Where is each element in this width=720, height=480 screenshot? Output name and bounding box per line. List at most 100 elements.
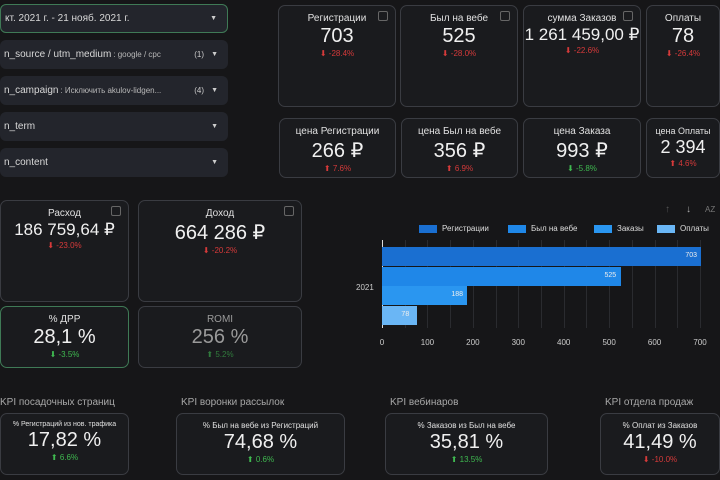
legend-item: Регистрации xyxy=(419,224,489,233)
section-title: KPI посадочных страниц xyxy=(0,397,115,408)
card-value: 2 394 xyxy=(660,137,706,157)
bar-data-label: 703 xyxy=(685,252,698,259)
dropdown-arrow-icon: ▼ xyxy=(211,159,218,166)
dropdown-arrow-icon: ▼ xyxy=(211,87,218,94)
card-value: 664 286 ₽ xyxy=(174,222,266,244)
card-delta: ⬆ 4.6% xyxy=(669,159,697,168)
section-title: KPI вебинаров xyxy=(390,397,459,408)
scorecard-orders-sum: сумма Заказов 1 261 459,00 ₽ ⬇ -22.6% xyxy=(523,5,641,107)
explore-icon[interactable] xyxy=(500,11,510,21)
utm-source-filter[interactable]: n_source / utm_medium: google / cpc (1) ▼ xyxy=(0,40,228,69)
card-delta: ⬆ 13.5% xyxy=(450,455,483,464)
utm-content-filter[interactable]: n_content ▼ xyxy=(0,148,228,177)
gridline-minor xyxy=(677,240,679,328)
card-delta: ⬇ -28.4% xyxy=(319,49,355,58)
card-value: 78 xyxy=(671,25,695,47)
card-delta: ⬇ -28.0% xyxy=(441,49,477,58)
card-delta: ⬇ -3.5% xyxy=(49,350,80,359)
x-tick-label: 200 xyxy=(466,338,480,347)
section-title: KPI воронки рассылок xyxy=(181,397,285,408)
card-title: цена Заказа xyxy=(553,126,611,137)
explore-icon[interactable] xyxy=(623,11,633,21)
card-value: 266 ₽ xyxy=(311,140,364,162)
dropdown-arrow-icon: ▼ xyxy=(211,123,218,130)
utm-term-filter[interactable]: n_term ▼ xyxy=(0,112,228,141)
card-title: Регистрации xyxy=(307,13,367,24)
card-value: 703 xyxy=(320,25,354,47)
card-value: 993 ₽ xyxy=(556,140,608,162)
gridline xyxy=(700,240,701,328)
bar-2[interactable] xyxy=(382,286,468,305)
card-delta: ⬆ 0.6% xyxy=(246,455,275,464)
filter-value: : google / cpc xyxy=(113,50,161,59)
filter-label: n_term xyxy=(4,121,36,132)
card-delta: ⬆ 7.6% xyxy=(323,164,352,173)
filter-count: (4) xyxy=(194,86,204,95)
x-tick-label: 600 xyxy=(647,338,662,347)
scorecard-price-payment: цена Оплаты 2 394 ⬆ 4.6% xyxy=(646,118,720,178)
card-title: Расход xyxy=(48,208,81,219)
card-delta: ⬇ -5.8% xyxy=(567,164,597,173)
sort-asc-icon[interactable]: ↑ xyxy=(665,204,670,215)
card-title: Оплаты xyxy=(664,13,702,24)
explore-icon[interactable] xyxy=(378,11,388,21)
card-title: Доход xyxy=(205,208,235,219)
card-delta: ⬆ 6.9% xyxy=(445,164,474,173)
card-value: 525 xyxy=(442,25,476,47)
card-title: % Оплат из Заказов xyxy=(622,421,698,430)
card-value: 356 ₽ xyxy=(433,140,486,162)
section-title: KPI отдела продаж xyxy=(605,397,694,408)
x-tick-label: 700 xyxy=(693,338,707,347)
card-value: 74,68 % xyxy=(223,431,298,453)
card-title: % ДРР xyxy=(48,314,81,325)
scorecard-romi: ROMI 256 % ⬆ 5.2% xyxy=(138,306,302,368)
date-range-filter[interactable]: кт. 2021 г. - 21 нояб. 2021 г. ▼ xyxy=(0,4,228,33)
scorecard-price-order: цена Заказа 993 ₽ ⬇ -5.8% xyxy=(523,118,641,178)
card-title: % Был на вебе из Регистраций xyxy=(202,421,319,430)
scorecard-registrations: Регистрации 703 ⬇ -28.4% xyxy=(278,5,396,107)
card-delta: ⬇ -20.2% xyxy=(202,246,238,255)
card-title: ROMI xyxy=(206,314,234,325)
card-title: цена Оплаты xyxy=(655,126,711,136)
card-value: 41,49 % xyxy=(623,431,697,453)
card-title: Был на вебе xyxy=(429,13,489,24)
card-value: 1 261 459,00 ₽ xyxy=(524,25,640,44)
gridline-minor xyxy=(631,240,633,328)
card-delta: ⬇ -10.0% xyxy=(642,455,678,464)
filter-label: n_content xyxy=(4,157,48,168)
bar-data-label: 188 xyxy=(451,291,464,298)
scorecard-price-webinar: цена Был на вебе 356 ₽ ⬆ 6.9% xyxy=(401,118,518,178)
card-value: 35,81 % xyxy=(429,431,504,453)
card-delta: ⬆ 5.2% xyxy=(206,350,234,359)
dropdown-arrow-icon: ▼ xyxy=(210,15,217,22)
bar-3[interactable] xyxy=(382,305,418,325)
explore-icon[interactable] xyxy=(284,206,294,216)
bar-1[interactable] xyxy=(382,266,621,286)
scorecard-expense: Расход 186 759,64 ₽ ⬇ -23.0% xyxy=(0,200,129,302)
bar-0[interactable] xyxy=(382,247,702,266)
scorecard-webinar-attended: Был на вебе 525 ⬇ -28.0% xyxy=(400,5,518,107)
card-delta: ⬇ -26.4% xyxy=(665,49,701,58)
card-title: сумма Заказов xyxy=(547,13,617,24)
sort-az-icon[interactable]: AZ xyxy=(705,205,716,214)
x-tick-label: 100 xyxy=(420,338,435,347)
scorecard-payments: Оплаты 78 ⬇ -26.4% xyxy=(646,5,720,107)
dropdown-arrow-icon: ▼ xyxy=(211,51,218,58)
filter-label: кт. 2021 г. - 21 нояб. 2021 г. xyxy=(5,13,130,24)
x-tick-label: 400 xyxy=(557,338,571,347)
explore-icon[interactable] xyxy=(111,206,121,216)
card-delta: ⬇ -22.6% xyxy=(564,46,600,55)
kpi-card-webinar: % Заказов из Был на вебе 35,81 % ⬆ 13.5% xyxy=(385,413,548,475)
x-tick-label: 300 xyxy=(511,338,525,347)
x-tick-label: 0 xyxy=(379,338,385,347)
card-title: % Заказов из Был на вебе xyxy=(417,421,516,430)
card-title: цена Регистрации xyxy=(295,126,380,137)
sort-desc-icon[interactable]: ↓ xyxy=(686,204,691,215)
bar-data-label: 525 xyxy=(604,271,617,279)
kpi-card-mailing: % Был на вебе из Регистраций 74,68 % ⬆ 0.6… xyxy=(176,413,345,475)
filter-count: (1) xyxy=(194,50,204,59)
legend-item: Был на вебе xyxy=(508,224,577,233)
legend-item: Оплаты xyxy=(657,224,709,233)
card-delta: ⬆ 6.6% xyxy=(50,453,79,462)
utm-campaign-filter[interactable]: n_campaign: Исключить akulov-lidgen... (4… xyxy=(0,76,228,105)
